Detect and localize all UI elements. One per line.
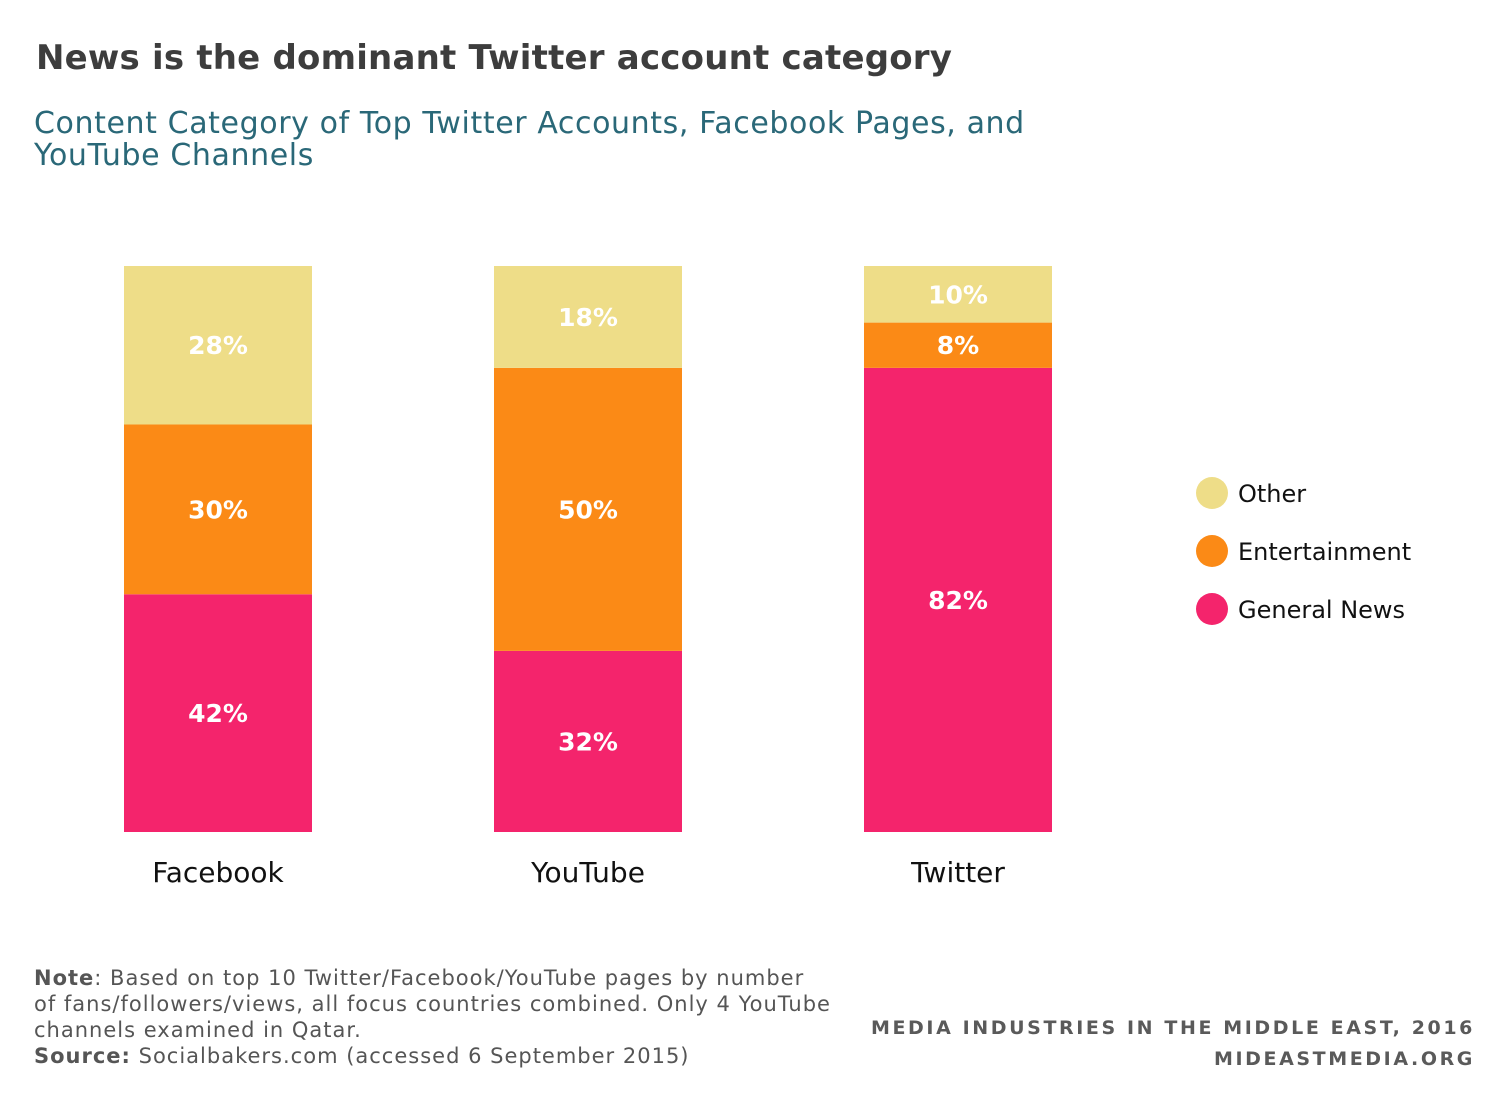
data-label-youtube-other: 18% [558, 303, 618, 332]
bar-twitter-entertainment [864, 322, 1052, 368]
legend-swatch-other [1196, 477, 1228, 509]
stacked-bar-chart: 42% 30% 28% Facebook 32% 50% 18% YouTube 82% 8% 10… [124, 266, 1411, 889]
data-label-twitter-other: 10% [928, 280, 988, 309]
data-label-facebook-other: 28% [188, 331, 248, 360]
bar-youtube-entertainment [494, 367, 682, 651]
legend-label-general-news: General News [1238, 596, 1405, 624]
chart-subtitle: Content Category of Top Twitter Accounts… [34, 106, 1025, 173]
data-label-facebook-general-news: 42% [188, 699, 248, 728]
category-label-facebook: Facebook [152, 856, 284, 889]
note-text: : Based on top 10 Twitter/Facebook/YouTu… [34, 966, 831, 1042]
credit-website: MIDEASTMEDIA.ORG [1213, 1048, 1475, 1070]
note-label: Note [34, 966, 95, 990]
chart-title: News is the dominant Twitter account cat… [36, 38, 953, 78]
category-label-youtube: YouTube [530, 856, 645, 889]
legend-swatch-general-news [1196, 593, 1228, 625]
bar-youtube-general-news [494, 650, 682, 832]
bar-twitter-other [864, 266, 1052, 323]
credit-publication: MEDIA INDUSTRIES IN THE MIDDLE EAST, 201… [870, 1017, 1475, 1039]
bar-facebook-other [124, 266, 312, 425]
legend-swatch-entertainment [1196, 535, 1228, 567]
chart-note: Note: Based on top 10 Twitter/Facebook/Y… [34, 965, 834, 1069]
data-label-twitter-entertainment: 8% [937, 331, 979, 360]
bar-twitter-general-news [864, 367, 1052, 832]
credits: MEDIA INDUSTRIES IN THE MIDDLE EAST, 201… [871, 1013, 1475, 1075]
source-text: Socialbakers.com (accessed 6 September 2… [130, 1044, 690, 1068]
category-label-twitter: Twitter [910, 856, 1005, 889]
data-label-youtube-general-news: 32% [558, 727, 618, 756]
data-label-youtube-entertainment: 50% [558, 495, 618, 524]
bar-facebook-entertainment [124, 424, 312, 595]
source-label: Source: [34, 1044, 131, 1068]
bar-facebook-general-news [124, 594, 312, 832]
data-label-facebook-entertainment: 30% [188, 495, 248, 524]
data-label-twitter-general-news: 82% [928, 586, 988, 615]
legend-label-entertainment: Entertainment [1238, 538, 1411, 566]
legend-label-other: Other [1238, 480, 1306, 508]
bar-youtube-other [494, 266, 682, 368]
